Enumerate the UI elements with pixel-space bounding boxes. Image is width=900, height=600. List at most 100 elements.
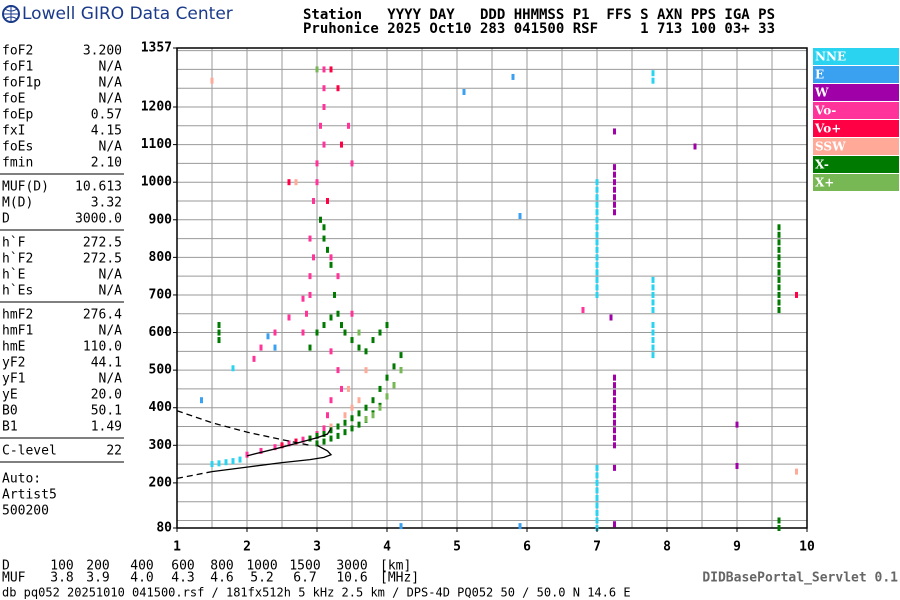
param-value: N/A — [99, 284, 123, 299]
echo-point — [322, 431, 326, 438]
echo-point — [315, 440, 319, 447]
param-name: MUF(D) — [2, 180, 49, 195]
y-tick-label: 300 — [149, 438, 173, 453]
legend-label: E — [815, 68, 824, 82]
echo-point — [651, 306, 655, 313]
echo-point — [210, 461, 214, 468]
echo-point — [613, 427, 616, 434]
echo-point — [343, 419, 347, 426]
echo-point — [343, 329, 347, 336]
echo-point — [322, 425, 326, 432]
y-tick-label: 900 — [149, 212, 173, 227]
param-value: 50.1 — [91, 404, 122, 419]
echo-point — [312, 254, 315, 261]
echo-point — [399, 523, 403, 530]
echo-point — [613, 434, 616, 441]
echo-point — [350, 310, 354, 317]
echo-point — [329, 348, 333, 355]
param-value: 272.5 — [83, 252, 122, 267]
param-value: N/A — [99, 140, 123, 155]
echo-point — [777, 231, 781, 238]
echo-point — [217, 329, 221, 336]
echo-point — [392, 363, 396, 370]
logo-text: Lowell GIRO Data Center — [22, 4, 233, 24]
echo-point — [371, 412, 375, 419]
x-tick-label: 5 — [453, 540, 461, 555]
legend-swatch — [813, 156, 899, 173]
auto-label: 500200 — [2, 504, 49, 519]
echo-point — [595, 509, 599, 516]
echo-point — [301, 295, 305, 302]
echo-point — [308, 235, 312, 242]
echo-point — [322, 141, 326, 148]
echo-point — [651, 77, 655, 84]
y-tick-label: 1200 — [141, 100, 172, 115]
echo-point — [333, 291, 336, 298]
legend-swatch — [813, 138, 899, 155]
echo-point — [308, 344, 312, 351]
echo-point — [378, 385, 382, 392]
x-tick-label: 1 — [173, 540, 181, 555]
muf-value: 3.8 — [50, 571, 73, 586]
echo-point — [595, 209, 599, 216]
echo-point — [350, 404, 354, 411]
param-name: hmF2 — [2, 308, 33, 323]
echo-point — [735, 421, 739, 428]
header-row: Pruhonice 2025 Oct10 283 041500 RSF 1 71… — [303, 21, 775, 37]
muf-value: 3.9 — [86, 571, 109, 586]
param-name: yF1 — [2, 372, 25, 387]
echo-point — [336, 367, 340, 374]
echo-point — [595, 194, 599, 201]
echo-point — [651, 276, 655, 283]
y-tick-label: 500 — [149, 363, 173, 378]
param-name: fmin — [2, 156, 33, 171]
echo-point — [651, 284, 655, 291]
echo-point — [347, 385, 350, 392]
echo-point — [595, 179, 599, 186]
echo-point — [329, 254, 333, 261]
profile-line — [176, 470, 213, 480]
echo-point — [294, 438, 298, 445]
y-tick-label: 1357 — [141, 41, 172, 56]
echo-point — [777, 246, 781, 253]
param-value: 44.1 — [91, 356, 122, 371]
echo-point — [613, 179, 616, 186]
echo-point — [378, 329, 382, 336]
echo-point — [343, 429, 347, 436]
echo-point — [308, 273, 312, 280]
echo-point — [340, 141, 343, 148]
echo-point — [651, 291, 655, 298]
echo-point — [340, 385, 343, 392]
y-tick-label: 700 — [149, 287, 173, 302]
profile-line — [211, 444, 333, 473]
echo-point — [795, 291, 798, 298]
param-value: N/A — [99, 372, 123, 387]
echo-point — [595, 472, 599, 479]
echo-point — [357, 397, 361, 404]
echo-point — [319, 122, 322, 129]
x-tick-label: 8 — [663, 540, 671, 555]
echo-point — [294, 179, 298, 186]
muf-value: 1000 — [246, 559, 277, 574]
echo-point — [595, 254, 599, 261]
echo-point — [357, 329, 361, 336]
echo-point — [238, 456, 242, 463]
legend-label: NNE — [815, 50, 846, 64]
param-name: h`E — [2, 268, 25, 283]
x-tick-label: 6 — [523, 540, 531, 555]
param-name: yF2 — [2, 356, 25, 371]
echo-point — [777, 276, 781, 283]
echo-point — [518, 213, 522, 220]
echo-point — [651, 329, 655, 336]
echo-point — [651, 322, 655, 329]
echo-point — [595, 224, 599, 231]
echo-point — [273, 344, 277, 351]
echo-point — [777, 284, 781, 291]
param-value: N/A — [99, 268, 123, 283]
echo-point — [595, 291, 599, 298]
echo-point — [322, 104, 326, 111]
echo-point — [371, 337, 375, 344]
echo-point — [595, 261, 599, 268]
param-name: hmF1 — [2, 324, 33, 339]
echo-point — [364, 415, 368, 422]
